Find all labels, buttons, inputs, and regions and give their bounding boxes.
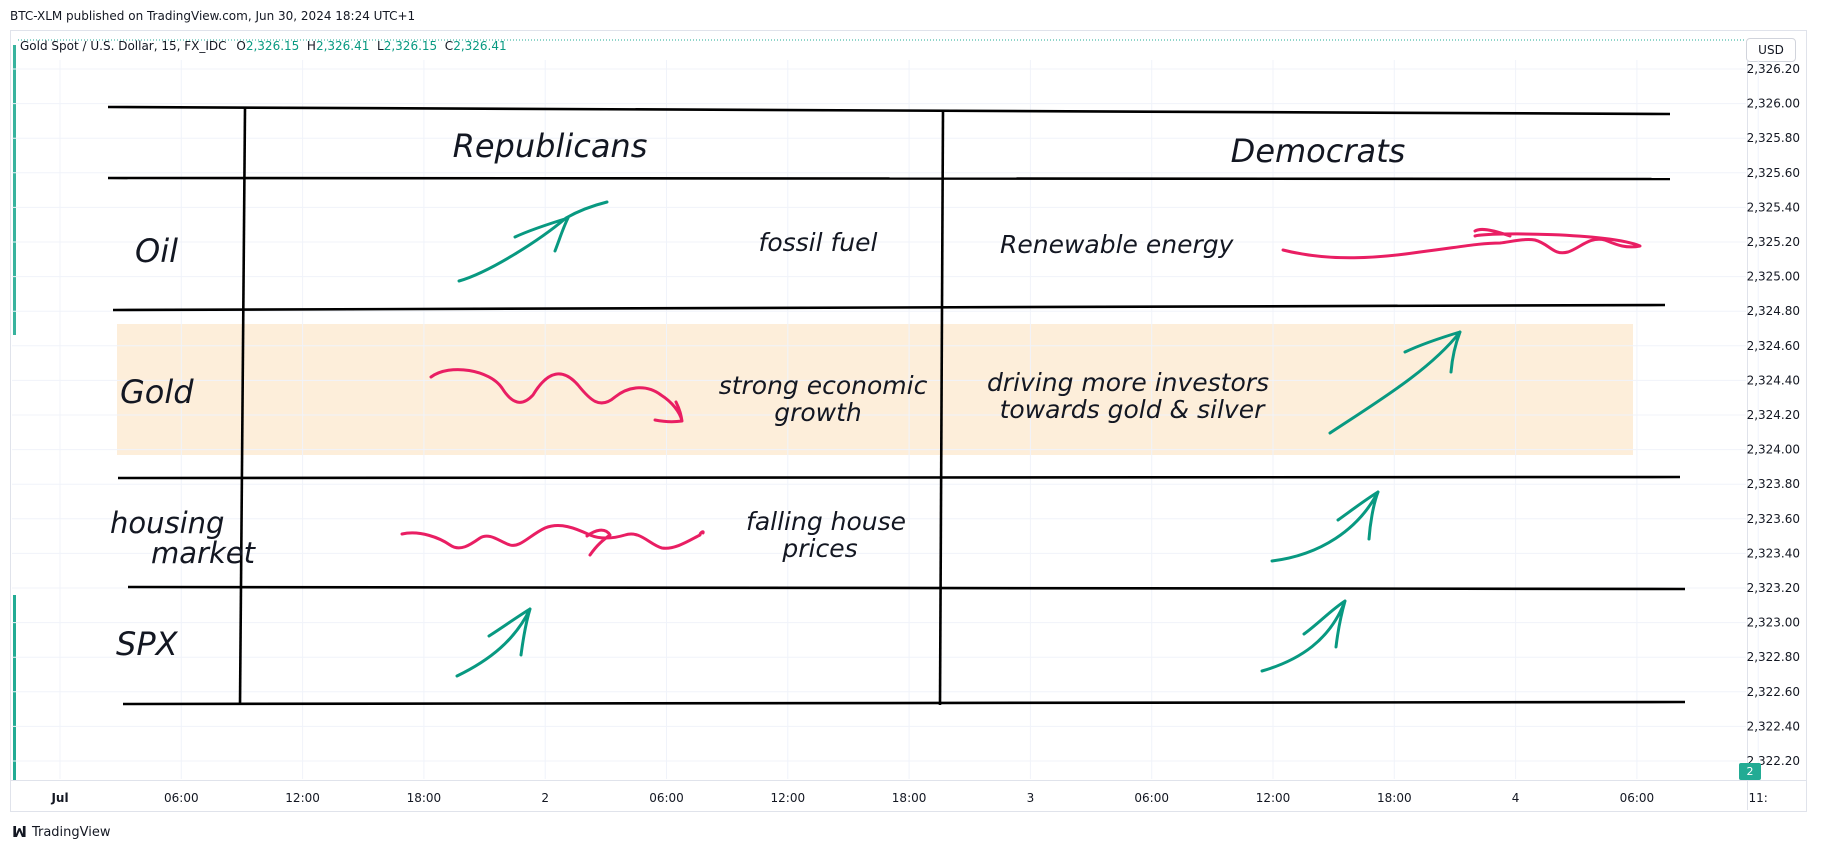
price-tick-label: 2,325.20 — [1747, 235, 1800, 249]
price-tick-label: 2,324.60 — [1747, 339, 1800, 353]
grid-line-bottom — [122, 700, 1686, 706]
table-grid — [107, 105, 1686, 706]
arrow-side-oil-democrats — [1281, 227, 1642, 260]
high-value: 2,326.41 — [315, 39, 370, 53]
time-tick-label: 12:00 — [771, 791, 806, 805]
time-tick-label: 2 — [541, 791, 549, 805]
arrow-down-gold-republicans — [429, 368, 684, 424]
close-label: C — [444, 39, 454, 53]
grid-line-gold — [117, 475, 1681, 480]
time-tick-label: 06:00 — [164, 791, 199, 805]
note-gold-democrats-line2: towards gold & silver — [1000, 395, 1266, 424]
arrow-up-oil-republicans — [457, 200, 609, 283]
row-label-housing: housing market — [110, 506, 257, 570]
row-label-housing-line1: housing — [110, 506, 224, 540]
time-tick-label: 11: — [1749, 791, 1768, 805]
tradingview-logo-icon: ꟽ — [12, 823, 27, 841]
grid-line-oil — [112, 303, 1666, 312]
volume-bar-bottom — [13, 595, 16, 780]
arrow-up-gold-democrats — [1328, 330, 1462, 435]
published-caption: BTC-XLM published on TradingView.com, Ju… — [10, 9, 416, 23]
row-label-gold: Gold — [120, 373, 194, 411]
symbol-name[interactable]: Gold Spot / U.S. Dollar, 15, FX_IDC — [20, 39, 227, 53]
symbol-legend: Gold Spot / U.S. Dollar, 15, FX_IDC O2,3… — [20, 39, 507, 53]
note-gold-republicans-line2: growth — [774, 398, 862, 427]
high-label: H — [306, 39, 316, 53]
grid-column-mid — [938, 109, 945, 706]
note-housing-republicans-line1: falling house — [746, 507, 906, 536]
chart-frame[interactable] — [10, 30, 1807, 812]
footer-brand-label: TradingView — [31, 824, 111, 840]
footer-brand[interactable]: ꟽ TradingView — [12, 823, 110, 841]
price-tick-label: 2,325.60 — [1747, 166, 1800, 180]
price-tick-label: 2,322.60 — [1747, 685, 1800, 699]
time-tick-label: 06:00 — [1134, 791, 1169, 805]
time-tick-label: 3 — [1027, 791, 1035, 805]
note-gold-democrats: driving more investors towards gold & si… — [987, 368, 1277, 424]
time-tick-label: 12:00 — [285, 791, 320, 805]
price-axis-divider — [1747, 60, 1748, 810]
price-tick-label: 2,323.20 — [1747, 581, 1800, 595]
grid-line-top — [107, 105, 1671, 116]
price-tick-label: 2,325.80 — [1747, 131, 1800, 145]
note-gold-republicans: strong economic growth — [719, 371, 936, 427]
price-tick-label: 2,326.20 — [1747, 62, 1800, 76]
column-header-democrats: Democrats — [1231, 132, 1406, 170]
grid-line-housing — [127, 585, 1686, 591]
price-tick-label: 2,324.20 — [1747, 408, 1800, 422]
price-tick-label: 2,323.60 — [1747, 512, 1800, 526]
time-tick-label: 4 — [1512, 791, 1520, 805]
price-tick-label: 2,325.40 — [1747, 200, 1800, 214]
note-housing-republicans: falling house prices — [746, 507, 914, 563]
column-header-republicans: Republicans — [453, 127, 648, 165]
close-value: 2,326.41 — [453, 39, 507, 53]
time-tick-label: 18:00 — [1377, 791, 1412, 805]
open-label: O — [236, 39, 246, 53]
time-tick-label: 18:00 — [892, 791, 927, 805]
arrow-side-housing-republicans — [400, 524, 705, 557]
arrow-up-spx-democrats — [1260, 599, 1347, 673]
price-axis[interactable]: 2,326.20 2,326.00 2,325.80 2,325.60 2,325.40… — [12, 62, 1800, 768]
note-oil-democrats: Renewable energy — [1000, 230, 1235, 259]
price-tick-label: 2,322.80 — [1747, 650, 1800, 664]
grid-column-left — [238, 107, 247, 706]
note-gold-democrats-line1: driving more investors — [987, 368, 1269, 397]
time-tick-label: 12:00 — [1256, 791, 1291, 805]
price-tick-label: 2,326.00 — [1747, 97, 1800, 111]
price-tick-label: 2,325.00 — [1747, 270, 1800, 284]
note-oil-republicans: fossil fuel — [759, 228, 878, 257]
volume-bar-top — [13, 45, 16, 335]
price-tick-label: 2,324.40 — [1747, 373, 1800, 387]
time-tick-label: 06:00 — [649, 791, 684, 805]
low-value: 2,326.15 — [383, 39, 438, 53]
time-tick-label: 06:00 — [1620, 791, 1655, 805]
arrow-up-spx-republicans — [455, 607, 532, 678]
note-gold-republicans-line1: strong economic — [719, 371, 928, 400]
price-tick-label: 2,324.80 — [1747, 304, 1800, 318]
time-tick-label: 18:00 — [407, 791, 442, 805]
row-label-housing-line2: market — [151, 536, 257, 570]
note-housing-republicans-line2: prices — [781, 534, 857, 563]
time-axis[interactable]: Jul 06:00 12:00 18:00 2 06:00 12:00 18:00 3 06:00… — [50, 60, 1768, 805]
alert-count-badge[interactable]: 2 — [1739, 763, 1761, 780]
price-tick-label: 2,324.00 — [1747, 443, 1800, 457]
grid-line-header — [107, 176, 1671, 181]
low-label: L — [377, 39, 384, 53]
price-tick-label: 2,322.40 — [1747, 719, 1800, 733]
price-tick-label: 2,323.80 — [1747, 477, 1800, 491]
row-label-spx: SPX — [116, 625, 179, 663]
time-tick-label: Jul — [50, 791, 68, 805]
time-axis-divider — [10, 780, 1807, 781]
row-label-oil: Oil — [135, 232, 178, 270]
price-tick-label: 2,323.40 — [1747, 546, 1800, 560]
open-value: 2,326.15 — [245, 39, 300, 53]
price-tick-label: 2,323.00 — [1747, 616, 1800, 630]
arrow-up-housing-democrats — [1270, 490, 1380, 563]
currency-button[interactable]: USD — [1746, 38, 1796, 62]
